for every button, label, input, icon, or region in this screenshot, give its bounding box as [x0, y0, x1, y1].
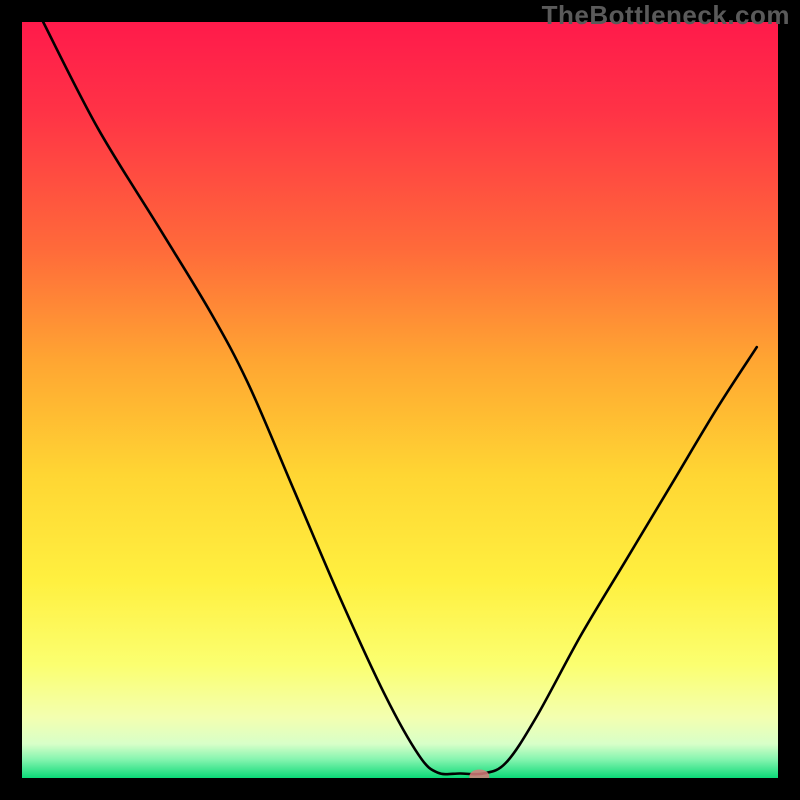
plot-background-gradient: [22, 22, 778, 778]
chart-stage: TheBottleneck.com: [0, 0, 800, 800]
watermark-label: TheBottleneck.com: [542, 0, 790, 31]
chart-svg: [0, 0, 800, 800]
